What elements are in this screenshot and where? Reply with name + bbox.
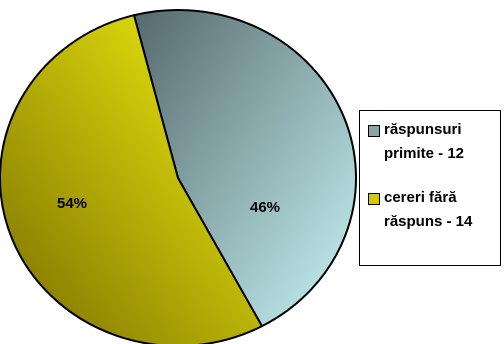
legend-label-line: cereri fără	[384, 189, 457, 206]
legend-label-line: răspuns - 14	[384, 213, 473, 230]
data-label-responses-received: 46%	[250, 199, 280, 216]
legend-label-responses-received: răspunsuri primite - 12	[384, 118, 502, 166]
legend-label-unanswered-requests: cereri fără răspuns - 14	[384, 186, 502, 234]
pie-slices	[0, 9, 357, 344]
legend-item-responses-received: răspunsuri primite - 12	[368, 121, 502, 171]
pie-slice-unanswered-requests	[0, 14, 264, 344]
legend-swatch-unanswered-requests	[368, 193, 380, 205]
legend: răspunsuri primite - 12 cereri fără răsp…	[359, 110, 501, 266]
pie-slice-responses-received	[132, 9, 357, 328]
legend-label-line: răspunsuri	[384, 121, 462, 138]
data-label-unanswered-requests: 54%	[57, 195, 87, 212]
legend-swatch-responses-received	[368, 125, 380, 137]
legend-item-unanswered-requests: cereri fără răspuns - 14	[368, 189, 502, 239]
legend-label-line: primite - 12	[384, 145, 465, 162]
pie-data-labels: 46% 54%	[57, 195, 280, 216]
